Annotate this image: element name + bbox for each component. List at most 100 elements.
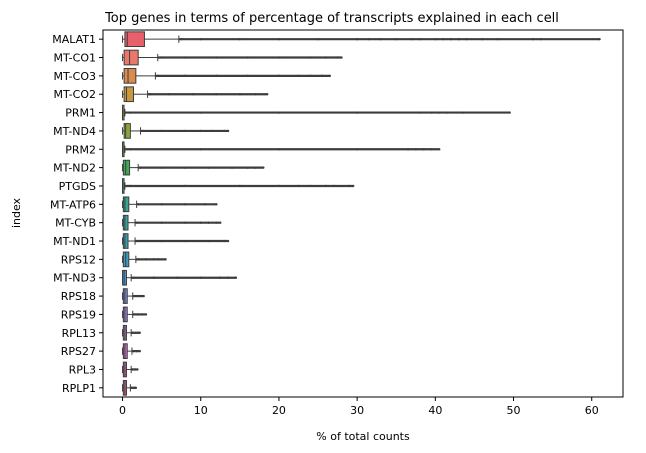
- outlier-point: [207, 166, 210, 169]
- outlier-point: [277, 184, 281, 188]
- outlier-point: [418, 111, 421, 114]
- box-mt-nd4: [122, 123, 230, 139]
- outlier-point: [234, 276, 238, 279]
- y-tick-label: MT-ATP6: [50, 198, 96, 211]
- outlier-point: [297, 184, 300, 188]
- x-tick-label: 60: [585, 404, 599, 417]
- y-tick-label: MT-CO2: [53, 88, 96, 101]
- iqr-box: [123, 49, 139, 66]
- box-rps19: [122, 306, 148, 323]
- outlier-point: [138, 349, 141, 353]
- outlier-point: [199, 129, 202, 133]
- outlier-point: [395, 37, 398, 41]
- box-rps18: [122, 288, 145, 304]
- outlier-point: [215, 93, 218, 96]
- outlier-point: [141, 129, 145, 133]
- outlier-point: [131, 331, 134, 334]
- outlier-point: [160, 239, 163, 243]
- box-rps27: [122, 343, 141, 359]
- outlier-point: [183, 184, 187, 188]
- outlier-point: [340, 56, 343, 59]
- y-tick-label: MT-ND2: [53, 162, 96, 175]
- outlier-point: [324, 56, 328, 59]
- outlier-point: [277, 148, 281, 151]
- outlier-point: [199, 148, 202, 151]
- y-tick-label: RPS12: [61, 253, 96, 266]
- x-tick-label: 30: [350, 404, 364, 417]
- y-tick-label: RPL13: [62, 327, 96, 340]
- outlier-point: [132, 349, 135, 353]
- outlier-point: [418, 37, 421, 41]
- outlier-point: [457, 37, 460, 41]
- y-tick-label: MT-CO3: [53, 70, 96, 83]
- outlier-point: [179, 37, 183, 41]
- outlier-point: [430, 111, 433, 114]
- outlier-point: [136, 313, 140, 316]
- outlier-point: [160, 221, 163, 224]
- outlier-point: [215, 203, 218, 206]
- outlier-point: [136, 258, 140, 261]
- outlier-point: [207, 221, 210, 224]
- outlier-point: [277, 74, 281, 78]
- outlier-point: [134, 331, 138, 334]
- outlier-point: [211, 129, 214, 133]
- outlier-point: [129, 148, 132, 151]
- outlier-point: [160, 56, 163, 59]
- outlier-point: [219, 221, 222, 224]
- outlier-point: [336, 56, 339, 59]
- x-tick-label: 50: [507, 404, 521, 417]
- outlier-point: [133, 313, 136, 316]
- outlier-point: [130, 386, 134, 390]
- outlier-point: [223, 129, 226, 133]
- outlier-point: [183, 203, 187, 206]
- outlier-point: [133, 368, 137, 371]
- outlier-point: [410, 37, 414, 41]
- outlier-point: [219, 276, 222, 279]
- outlier-point: [254, 93, 257, 96]
- outlier-point: [142, 294, 145, 298]
- outlier-point: [183, 166, 187, 169]
- outlier-point: [203, 203, 206, 206]
- x-tick-label: 0: [119, 404, 126, 417]
- outlier-point: [183, 129, 187, 133]
- outlier-point: [183, 74, 187, 78]
- outlier-point: [539, 37, 543, 41]
- outlier-point: [183, 239, 187, 243]
- outlier-point: [332, 184, 335, 188]
- outlier-point: [266, 93, 269, 96]
- box-mt-co1: [122, 49, 343, 66]
- box-prm2: [122, 141, 441, 158]
- outlier-point: [140, 313, 144, 316]
- y-tick-label: MT-ND1: [53, 235, 96, 248]
- outlier-point: [191, 93, 195, 96]
- outlier-point: [207, 239, 210, 243]
- y-tick-label: MT-CYB: [55, 217, 96, 230]
- outlier-point: [254, 166, 257, 169]
- outlier-point: [481, 37, 484, 41]
- outlier-point: [445, 111, 449, 114]
- outlier-point: [215, 221, 218, 224]
- y-tick-label: PTGDS: [59, 180, 96, 193]
- y-tick-label: PRM2: [65, 143, 96, 156]
- box-mt-co3: [122, 68, 331, 84]
- box-malat1: [122, 31, 601, 48]
- y-tick-label: MALAT1: [52, 33, 96, 46]
- outlier-point: [438, 148, 441, 151]
- box-rps12: [122, 251, 167, 268]
- outlier-point: [226, 129, 230, 133]
- outlier-point: [226, 239, 230, 243]
- outlier-point: [246, 166, 249, 169]
- outlier-point: [215, 74, 218, 78]
- box-rpl3: [122, 361, 139, 378]
- outlier-point: [157, 258, 160, 261]
- outlier-point: [246, 74, 249, 78]
- outlier-point: [309, 56, 312, 59]
- outlier-point: [132, 276, 135, 279]
- box-mt-nd2: [122, 159, 265, 176]
- outlier-point: [138, 331, 141, 334]
- x-tick-label: 40: [428, 404, 442, 417]
- box-ptgds: [122, 178, 355, 194]
- outlier-point: [199, 221, 202, 224]
- outlier-point: [352, 184, 355, 188]
- outlier-point: [140, 294, 143, 298]
